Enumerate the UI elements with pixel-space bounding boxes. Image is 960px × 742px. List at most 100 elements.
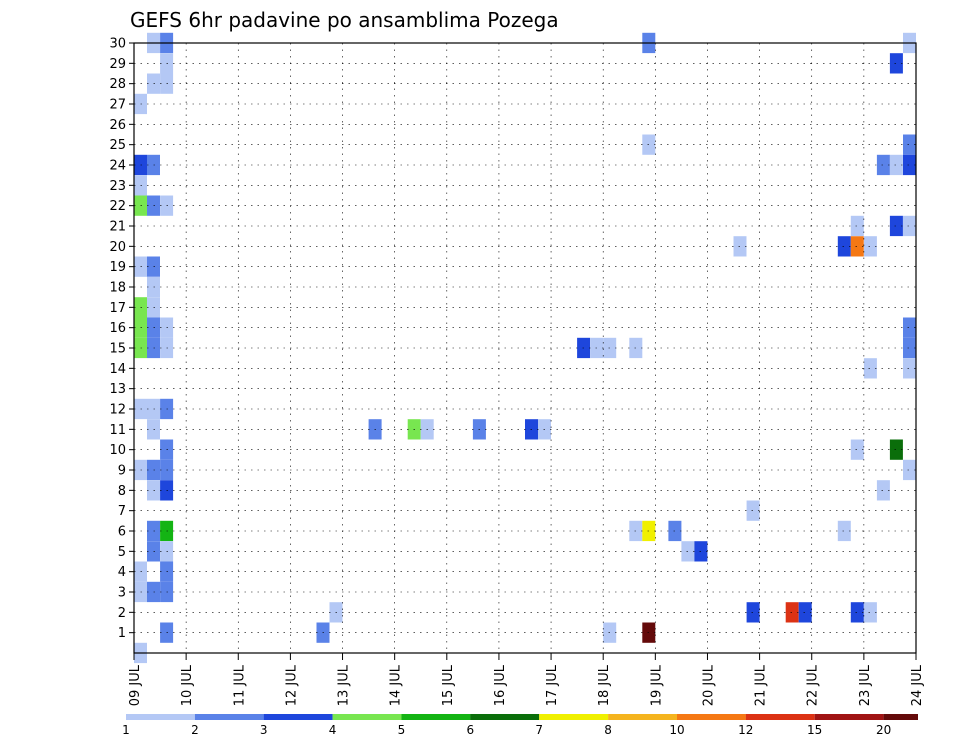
legend-label: 3 xyxy=(260,723,268,737)
legend-label: 1 xyxy=(122,723,130,737)
legend-swatch xyxy=(677,714,746,720)
legend-swatch xyxy=(263,714,333,720)
x-tick-label: 20 JUL xyxy=(701,664,716,706)
y-tick-label: 8 xyxy=(118,484,126,499)
x-tick-label: 16 JUL xyxy=(493,664,508,706)
heatmap-cell xyxy=(903,215,916,237)
color-legend: 1 2 3 4 5 6 7 8 10 12 15 20 xyxy=(122,714,918,737)
x-axis: 09 JUL 10 JUL 11 JUL 12 JUL 13 JUL 14 JUL 15 J… xyxy=(128,653,925,706)
y-tick-label: 15 xyxy=(109,342,126,357)
x-tick-label: 09 JUL xyxy=(128,664,143,706)
heatmap-cell xyxy=(903,317,916,338)
heatmap-cell xyxy=(889,439,903,460)
y-axis: 1234567891011121314151617181920212223242… xyxy=(109,37,134,641)
y-tick-label: 27 xyxy=(109,98,126,113)
legend-label: 15 xyxy=(807,723,822,737)
legend-swatch xyxy=(332,714,402,720)
legend-swatch xyxy=(745,714,815,720)
legend-label: 10 xyxy=(669,723,684,737)
legend-label: 20 xyxy=(876,723,891,737)
heatmap-cell xyxy=(798,602,812,623)
legend-swatch xyxy=(194,714,264,720)
y-tick-label: 24 xyxy=(109,159,126,174)
y-tick-label: 16 xyxy=(109,321,126,336)
legend-swatch xyxy=(608,714,677,720)
y-tick-label: 6 xyxy=(118,525,126,540)
legend-label: 12 xyxy=(738,723,753,737)
chart-title: GEFS 6hr padavine po ansamblima Pozega xyxy=(130,8,559,32)
x-tick-label: 17 JUL xyxy=(545,664,560,706)
heatmap-cell xyxy=(903,154,916,176)
heatmap-cell xyxy=(850,215,864,237)
heatmap-cell xyxy=(785,602,799,623)
x-tick-label: 11 JUL xyxy=(232,664,247,706)
x-tick-label: 24 JUL xyxy=(910,664,925,706)
y-tick-label: 23 xyxy=(109,179,126,194)
heatmap-cell xyxy=(746,500,760,521)
heatmap-cell xyxy=(876,480,890,501)
y-tick-label: 14 xyxy=(109,362,126,377)
y-tick-label: 19 xyxy=(109,260,126,275)
heatmap-cell xyxy=(863,236,877,257)
y-tick-label: 29 xyxy=(109,57,126,72)
x-tick-label: 21 JUL xyxy=(754,664,769,706)
y-tick-label: 28 xyxy=(109,77,126,92)
heatmap-cell xyxy=(876,154,890,176)
x-tick-label: 22 JUL xyxy=(806,664,821,706)
legend-swatch xyxy=(539,714,609,720)
heatmap-cell xyxy=(837,520,851,542)
x-tick-label: 18 JUL xyxy=(597,664,612,706)
heatmap-cell xyxy=(850,236,864,257)
y-tick-label: 26 xyxy=(109,118,126,133)
heatmap-cell xyxy=(889,154,903,176)
legend-label: 2 xyxy=(191,723,199,737)
y-tick-label: 18 xyxy=(109,281,126,296)
heatmap-cell xyxy=(850,602,864,623)
legend-label: 4 xyxy=(329,723,337,737)
heatmap-cell xyxy=(903,337,916,359)
heatmap-cell xyxy=(903,358,916,379)
x-tick-label: 14 JUL xyxy=(389,664,404,706)
heatmap-cells xyxy=(134,32,916,664)
y-tick-label: 9 xyxy=(118,464,126,479)
legend-label: 5 xyxy=(398,723,406,737)
y-tick-label: 30 xyxy=(109,37,126,52)
heatmap-cell xyxy=(746,602,760,623)
y-tick-label: 10 xyxy=(109,443,126,458)
legend-swatch xyxy=(883,714,918,720)
heatmap-cell xyxy=(889,53,903,74)
x-tick-label: 10 JUL xyxy=(180,664,195,706)
grid-lines xyxy=(134,42,916,653)
heatmap-cell xyxy=(903,134,916,155)
y-tick-label: 2 xyxy=(118,606,126,621)
legend-label: 8 xyxy=(604,723,612,737)
y-tick-label: 4 xyxy=(118,565,126,580)
legend-label: 6 xyxy=(466,723,474,737)
y-tick-label: 25 xyxy=(109,138,126,153)
legend-swatch xyxy=(470,714,540,720)
legend-swatch xyxy=(401,714,471,720)
y-tick-label: 7 xyxy=(118,504,126,519)
x-tick-label: 15 JUL xyxy=(441,664,456,706)
y-tick-label: 11 xyxy=(109,423,126,438)
heatmap-cell xyxy=(837,236,851,257)
x-tick-label: 23 JUL xyxy=(858,664,873,706)
x-tick-label: 12 JUL xyxy=(284,664,299,706)
y-tick-label: 5 xyxy=(118,545,126,560)
heatmap-cell xyxy=(863,602,877,623)
heatmap-cell xyxy=(863,358,877,379)
legend-label: 7 xyxy=(535,723,543,737)
y-tick-label: 12 xyxy=(109,403,126,418)
legend-swatch xyxy=(814,714,884,720)
heatmap-cell xyxy=(889,215,903,237)
y-tick-label: 20 xyxy=(109,240,126,255)
y-tick-label: 22 xyxy=(109,199,126,214)
y-tick-label: 13 xyxy=(109,382,126,397)
y-tick-label: 3 xyxy=(118,586,126,601)
y-tick-label: 1 xyxy=(118,626,126,641)
y-tick-label: 17 xyxy=(109,301,126,316)
heatmap-cell xyxy=(850,439,864,460)
y-tick-label: 21 xyxy=(109,220,126,235)
heatmap-cell xyxy=(903,459,916,481)
